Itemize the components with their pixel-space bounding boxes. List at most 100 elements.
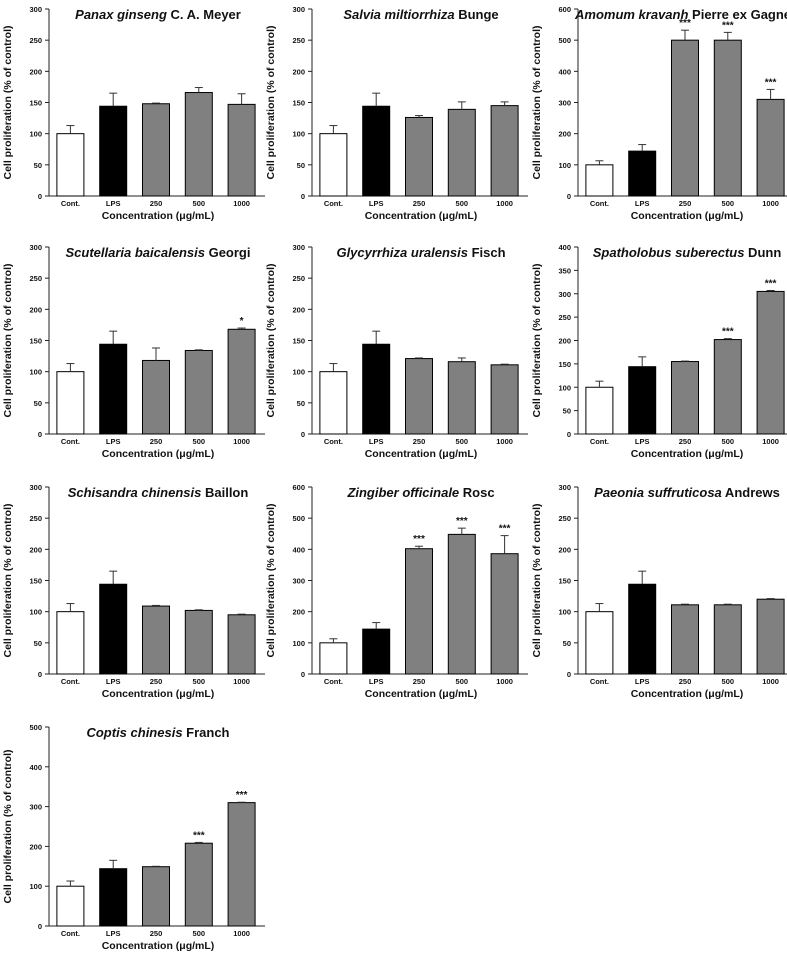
x-tick-label: 250 [679,199,692,208]
x-tick-label: LPS [635,677,650,686]
bar [56,885,85,927]
significance-label: *** [765,278,777,289]
chart-title-author: Dunn [744,245,781,260]
x-tick-label: Cont. [590,437,609,446]
y-tick-label: 0 [301,670,305,679]
bar [99,868,128,927]
y-axis-label: Cell proliferation (% of control) [531,264,543,418]
x-tick-label: 250 [413,677,426,686]
y-tick-label: 100 [292,130,305,139]
significance-label: *** [722,327,734,338]
y-tick-label: 100 [29,608,42,617]
y-tick-label: 50 [34,639,42,648]
x-axis-label: Concentration (μg/mL) [631,688,744,700]
y-tick-label: 300 [292,577,305,586]
bar [362,343,391,435]
significance-label: *** [456,516,468,527]
chart-title-author: Andrews [722,485,780,500]
y-tick-label: 200 [29,545,42,554]
x-tick-label: 1000 [233,929,250,938]
bar [56,371,85,435]
x-tick-label: 1000 [233,199,250,208]
y-tick-label: 600 [558,5,571,14]
bar [628,583,657,675]
x-tick-label: Cont. [324,677,343,686]
chart-title-author: Rosc [459,485,494,500]
y-tick-label: 200 [292,305,305,314]
y-tick-label: 0 [38,430,42,439]
y-tick-label: 300 [29,5,42,14]
bar [99,105,128,197]
chart-title-species: Salvia miltiorrhiza [343,7,454,22]
x-tick-label: LPS [106,199,121,208]
x-tick-label: 250 [150,199,163,208]
y-axis-label: Cell proliferation (% of control) [265,26,277,180]
y-tick-label: 150 [29,337,42,346]
y-tick-label: 300 [558,290,571,299]
chart-title-species: Spatholobus suberectus [593,245,745,260]
y-tick-label: 300 [29,243,42,252]
y-tick-label: 100 [558,608,571,617]
x-axis-label: Concentration (μg/mL) [102,448,215,460]
y-tick-label: 200 [558,130,571,139]
x-tick-label: Cont. [61,929,80,938]
y-tick-label: 250 [29,514,42,523]
x-tick-label: Cont. [61,199,80,208]
x-tick-label: LPS [106,677,121,686]
chart-panel: Spatholobus suberectus Dunn 0 50 100 150 200 2… [531,243,787,460]
y-tick-label: 350 [558,266,571,275]
y-tick-label: 100 [292,639,305,648]
significance-label: *** [722,20,734,31]
significance-label: *** [413,534,425,545]
bar [756,598,785,675]
bar [490,364,519,435]
bar [713,604,742,675]
x-tick-label: 500 [722,199,735,208]
bar [184,92,213,197]
significance-label: *** [765,77,777,88]
bar [227,103,256,197]
bar [671,604,699,675]
y-tick-label: 50 [563,407,571,416]
chart-panel: Salvia miltiorrhiza Bunge 0 50 100 150 200 250… [265,5,528,222]
y-tick-label: 50 [563,639,571,648]
bar [447,108,476,197]
chart-title: Scutellaria baicalensis Georgi [66,245,251,260]
y-tick-label: 150 [292,99,305,108]
y-tick-label: 250 [29,274,42,283]
bar [447,533,476,675]
significance-label: *** [679,18,691,29]
significance-label: *** [499,524,511,535]
x-tick-label: 500 [456,677,469,686]
x-axis-label: Concentration (μg/mL) [102,210,215,222]
bar [142,866,170,927]
significance-label: *** [193,830,205,841]
chart-title: Salvia miltiorrhiza Bunge [343,7,498,22]
x-tick-label: LPS [369,199,384,208]
x-tick-label: LPS [635,437,650,446]
x-tick-label: 500 [193,677,206,686]
x-axis-label: Concentration (μg/mL) [365,448,478,460]
y-tick-label: 500 [292,514,305,523]
bar [142,359,170,435]
bar [713,339,742,435]
x-axis-label: Concentration (μg/mL) [631,210,744,222]
bar [585,611,614,675]
y-tick-label: 100 [558,161,571,170]
y-tick-label: 400 [558,243,571,252]
bar [671,361,699,435]
y-axis-label: Cell proliferation (% of control) [265,264,277,418]
x-tick-label: LPS [106,437,121,446]
bar [628,150,657,197]
x-tick-label: 250 [679,677,692,686]
x-tick-label: Cont. [590,199,609,208]
bar [56,611,85,675]
x-axis-label: Concentration (μg/mL) [365,688,478,700]
chart-panel: Zingiber officinale Rosc 0 100 200 300 400 500… [265,483,528,700]
y-tick-label: 200 [558,545,571,554]
bar [184,842,213,927]
bar [227,328,256,435]
chart-panel: Scutellaria baicalensis Georgi 0 50 100 150 2… [2,243,265,460]
chart-title: Paeonia suffruticosa Andrews [594,485,780,500]
